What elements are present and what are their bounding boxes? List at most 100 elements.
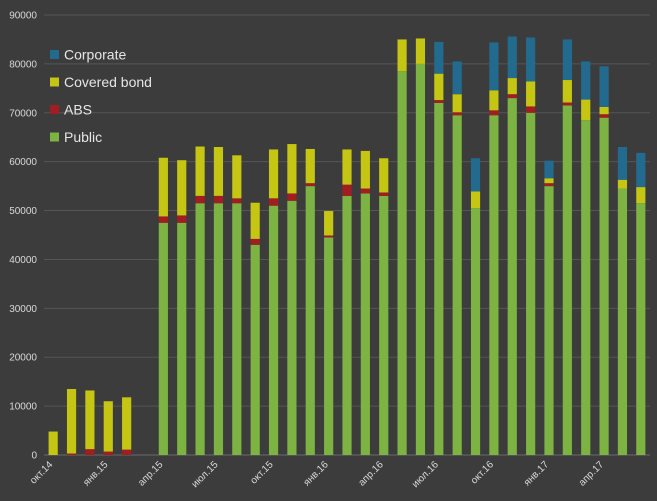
bar-segment-public <box>617 188 628 455</box>
bar-segment-public <box>195 203 205 455</box>
bar-segment-abs <box>489 110 499 116</box>
bar-segment-public <box>452 115 462 455</box>
bar-segment-abs <box>103 451 113 455</box>
bar-segment-covered-bond <box>324 211 334 236</box>
bar-segment-public <box>544 186 554 456</box>
legend: Corporate Covered bond ABS Public <box>50 47 152 145</box>
legend-label: Corporate <box>64 47 126 63</box>
bar-segment-public <box>415 63 426 455</box>
legend-label: ABS <box>64 102 92 118</box>
bar-segment-corporate <box>617 147 628 180</box>
bar-segment-corporate <box>599 66 609 107</box>
bar-segment-corporate <box>452 61 462 95</box>
legend-swatch <box>50 105 59 114</box>
bar-segment-covered-bond <box>636 187 646 204</box>
bar-segment-covered-bond <box>250 202 260 239</box>
bar-segment-public <box>470 208 481 455</box>
bar-segment-corporate <box>489 42 499 91</box>
bar-segment-corporate <box>470 158 481 192</box>
bar-segment-covered-bond <box>213 147 224 196</box>
bar-segment-public <box>158 222 168 455</box>
bar-segment-abs <box>562 102 572 106</box>
bar-segment-covered-bond <box>507 78 517 95</box>
bar-segment-covered-bond <box>397 39 407 72</box>
bar-segment-public <box>342 195 352 455</box>
bar-segment-covered-bond <box>544 178 554 184</box>
bar-segment-covered-bond <box>526 81 536 107</box>
bar-segment-corporate <box>581 61 591 100</box>
bar-segment-public <box>581 120 591 456</box>
bar-segment-public <box>324 237 334 455</box>
bar-segment-public <box>360 193 370 455</box>
bar-segment-public <box>636 203 646 455</box>
bar-segment-public <box>379 195 389 455</box>
bar-segment-public <box>232 203 242 455</box>
bar-segment-covered-bond <box>177 160 187 216</box>
bar-segment-abs <box>379 192 389 196</box>
bar-segment-covered-bond <box>66 389 77 454</box>
bar-segment-abs <box>544 183 554 187</box>
bar-segment-covered-bond <box>85 390 95 450</box>
y-tick-label: 70000 <box>9 108 37 119</box>
bar-segment-public <box>305 186 315 456</box>
y-tick-label: 90000 <box>9 11 37 22</box>
bar-segment-abs <box>360 188 370 194</box>
bar-segment-covered-bond <box>195 146 205 196</box>
bar-segment-abs <box>158 216 168 223</box>
bar-segment-abs <box>507 94 517 99</box>
bar-segment-covered-bond <box>434 73 444 101</box>
bars <box>48 36 646 456</box>
bar-segment-public <box>177 222 187 455</box>
legend-label: Covered bond <box>64 74 152 90</box>
legend-label: Public <box>64 129 102 145</box>
bar-segment-abs <box>599 114 609 118</box>
bar-segment-corporate <box>434 41 444 74</box>
y-tick-label: 10000 <box>9 402 37 413</box>
bar-segment-covered-bond <box>599 106 609 115</box>
y-tick-label: 20000 <box>9 353 37 364</box>
bar-segment-public <box>599 117 609 456</box>
bar-segment-abs <box>195 195 205 204</box>
bar-segment-abs <box>177 215 187 223</box>
bar-segment-corporate <box>526 37 536 82</box>
bar-segment-corporate <box>562 39 572 81</box>
legend-swatch <box>50 77 59 87</box>
bar-segment-corporate <box>636 152 646 188</box>
bar-segment-abs <box>287 193 297 201</box>
bar-segment-covered-bond <box>379 158 389 193</box>
bar-segment-covered-bond <box>360 150 370 189</box>
bar-segment-public <box>562 105 572 455</box>
bar-segment-abs <box>342 184 352 196</box>
bar-segment-abs <box>66 453 77 455</box>
bar-segment-covered-bond <box>617 179 628 189</box>
y-tick-label: 40000 <box>9 255 37 266</box>
bar-segment-public <box>213 203 224 455</box>
bar-segment-covered-bond <box>562 80 572 103</box>
bar-segment-abs <box>526 106 536 113</box>
y-tick-label: 30000 <box>9 304 37 315</box>
bar-segment-covered-bond <box>452 94 462 113</box>
bar-segment-corporate <box>507 36 517 79</box>
legend-swatch <box>50 50 59 59</box>
y-tick-label: 60000 <box>9 157 37 168</box>
bar-segment-abs <box>305 183 315 187</box>
bar-segment-covered-bond <box>581 99 591 121</box>
bar-segment-covered-bond <box>48 431 58 455</box>
bar-segment-public <box>268 205 279 455</box>
bar-segment-covered-bond <box>268 149 279 199</box>
bar-segment-public <box>489 115 499 455</box>
y-tick-label: 80000 <box>9 59 37 70</box>
bar-segment-abs <box>324 235 334 238</box>
bar-segment-covered-bond <box>158 157 168 217</box>
legend-swatch <box>50 132 59 142</box>
bar-segment-abs <box>122 449 132 455</box>
bar-segment-covered-bond <box>415 38 426 64</box>
bar-segment-public <box>434 103 444 455</box>
bar-segment-public <box>287 200 297 455</box>
bar-segment-abs <box>250 238 260 245</box>
y-tick-label: 0 <box>31 451 37 462</box>
bar-segment-covered-bond <box>232 155 242 199</box>
bar-segment-public <box>250 244 260 455</box>
bar-segment-abs <box>85 449 95 455</box>
